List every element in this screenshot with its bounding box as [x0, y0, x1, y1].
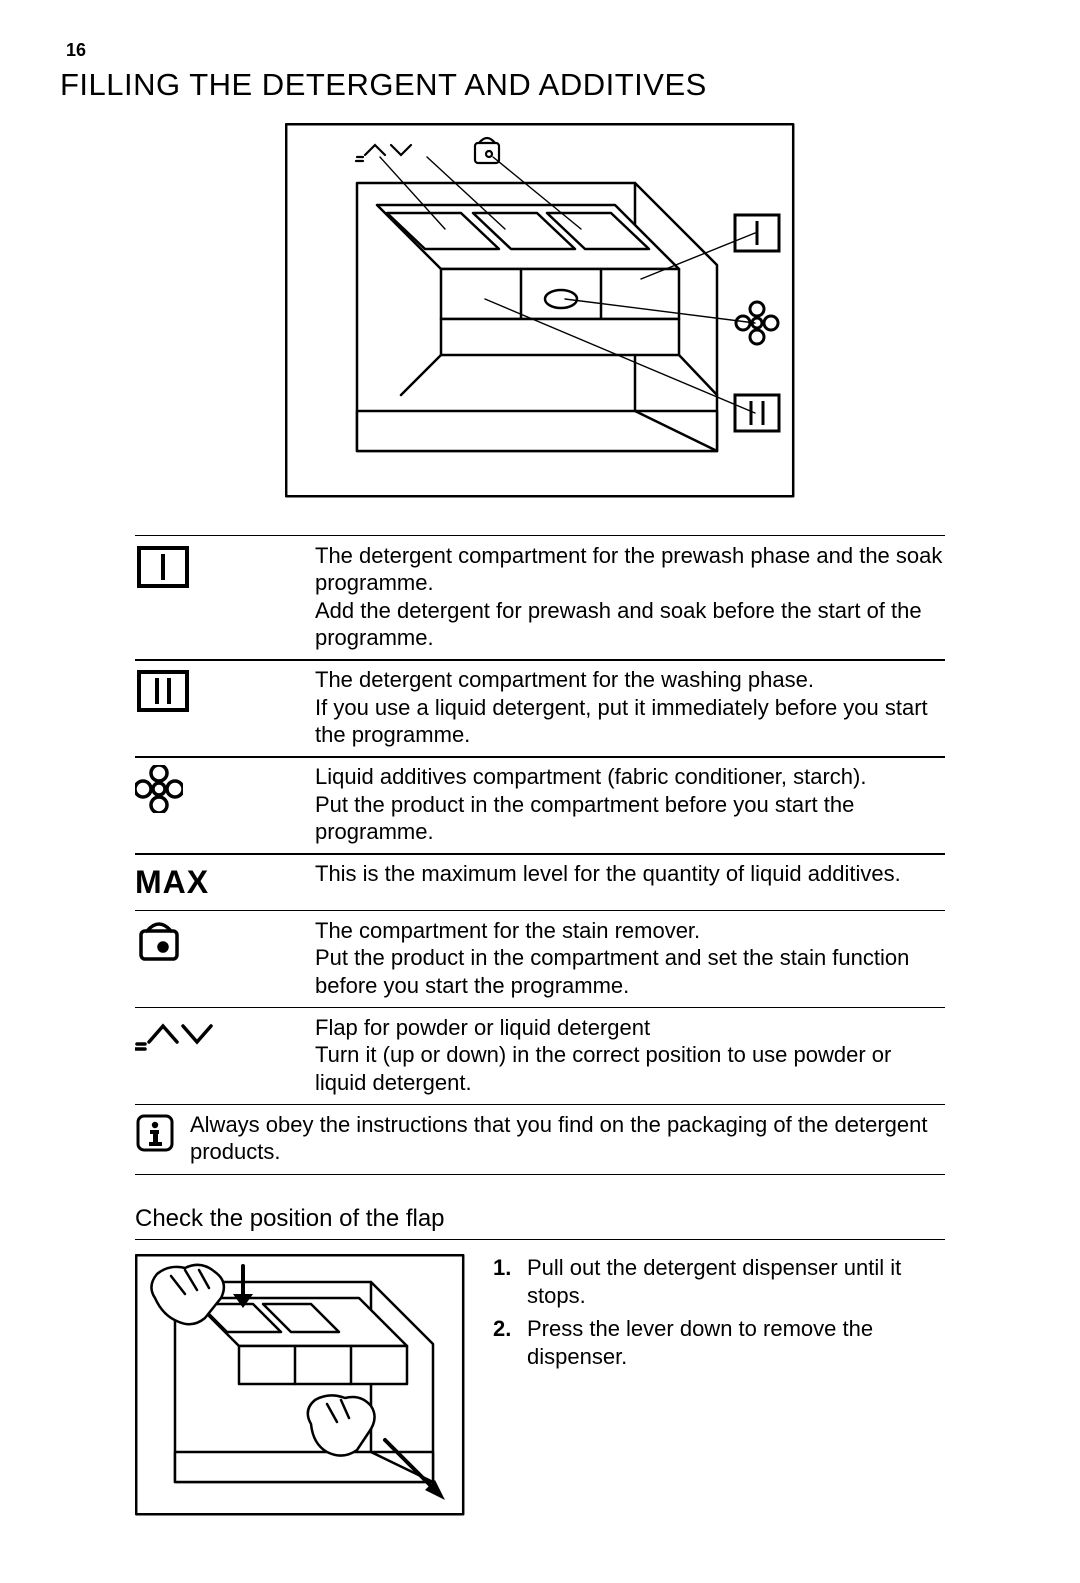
row-text: The detergent compartment for the washin… [315, 666, 945, 749]
table-row: The detergent compartment for the washin… [135, 659, 945, 758]
compartment-table: The detergent compartment for the prewas… [135, 535, 945, 1175]
section-title: FILLING THE DETERGENT AND ADDITIVES [60, 67, 1020, 103]
step-number: 1. [493, 1254, 527, 1311]
list-item: 2. Press the lever down to remove the di… [493, 1315, 945, 1372]
flap-icon [135, 1014, 315, 1097]
info-text: Always obey the instructions that you fi… [190, 1111, 945, 1166]
flower-icon [135, 763, 315, 846]
detergent-drawer-figure [60, 123, 1020, 498]
max-label: MAX [135, 860, 315, 902]
info-row: Always obey the instructions that you fi… [135, 1104, 945, 1175]
remove-drawer-figure [135, 1254, 465, 1524]
table-row: The compartment for the stain remover.Pu… [135, 910, 945, 1009]
info-icon [135, 1111, 190, 1166]
table-row: Flap for powder or liquid detergentTurn … [135, 1007, 945, 1106]
table-row: MAX This is the maximum level for the qu… [135, 853, 945, 911]
table-row: Liquid additives compartment (fabric con… [135, 756, 945, 855]
row-text: Flap for powder or liquid detergentTurn … [315, 1014, 945, 1097]
page-number: 16 [66, 40, 1020, 61]
list-item: 1. Pull out the detergent dispenser unti… [493, 1254, 945, 1311]
drawer-diagram-svg [285, 123, 795, 498]
stain-icon [135, 917, 315, 1000]
table-row: The detergent compartment for the prewas… [135, 535, 945, 661]
row-text: Liquid additives compartment (fabric con… [315, 763, 945, 846]
row-text: The detergent compartment for the prewas… [315, 542, 945, 652]
step-number: 2. [493, 1315, 527, 1372]
subsection-heading: Check the position of the flap [135, 1205, 945, 1240]
step-block: 1. Pull out the detergent dispenser unti… [135, 1254, 945, 1524]
row-text: The compartment for the stain remover.Pu… [315, 917, 945, 1000]
mainwash-icon [135, 666, 315, 749]
row-text: This is the maximum level for the quanti… [315, 860, 945, 902]
step-list: 1. Pull out the detergent dispenser unti… [493, 1254, 945, 1524]
step-text: Press the lever down to remove the dispe… [527, 1315, 945, 1372]
step-text: Pull out the detergent dispenser until i… [527, 1254, 945, 1311]
prewash-icon [135, 542, 315, 652]
